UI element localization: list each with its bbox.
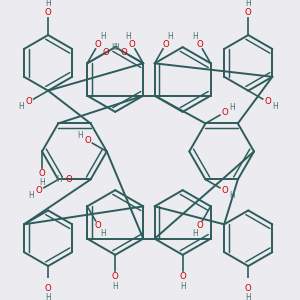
Text: H: H [57, 175, 62, 184]
Text: H: H [77, 131, 83, 140]
Text: O: O [112, 272, 119, 281]
Text: H: H [45, 293, 51, 300]
Text: H: H [245, 293, 251, 300]
Text: O: O [264, 97, 271, 106]
Text: H: H [113, 43, 119, 52]
Text: H: H [192, 229, 198, 238]
Text: H: H [192, 32, 198, 41]
Text: O: O [179, 272, 186, 281]
Text: H: H [39, 178, 45, 187]
Text: O: O [95, 221, 102, 230]
Text: O: O [245, 284, 252, 292]
Text: H: H [45, 0, 51, 8]
Text: O: O [65, 175, 72, 184]
Text: O: O [221, 108, 228, 117]
Text: O: O [196, 40, 203, 49]
Text: O: O [196, 221, 203, 230]
Text: H: H [180, 281, 185, 290]
Text: H: H [28, 190, 34, 200]
Text: H: H [100, 229, 106, 238]
Text: H: H [167, 32, 173, 41]
Text: H: H [18, 102, 24, 111]
Text: O: O [103, 48, 110, 57]
Text: H: H [230, 190, 235, 200]
Text: O: O [95, 40, 102, 49]
Text: O: O [221, 186, 228, 195]
Text: H: H [111, 43, 117, 52]
Text: O: O [121, 48, 128, 57]
Text: H: H [245, 0, 251, 8]
Text: O: O [129, 40, 136, 49]
Text: O: O [39, 169, 45, 178]
Text: H: H [100, 32, 106, 41]
Text: O: O [84, 136, 91, 145]
Text: O: O [26, 97, 32, 106]
Text: O: O [162, 40, 169, 49]
Text: H: H [230, 103, 235, 112]
Text: H: H [112, 281, 118, 290]
Text: O: O [45, 8, 52, 17]
Text: O: O [36, 186, 43, 195]
Text: O: O [45, 284, 52, 292]
Text: H: H [125, 32, 130, 41]
Text: O: O [245, 8, 252, 17]
Text: H: H [272, 102, 278, 111]
